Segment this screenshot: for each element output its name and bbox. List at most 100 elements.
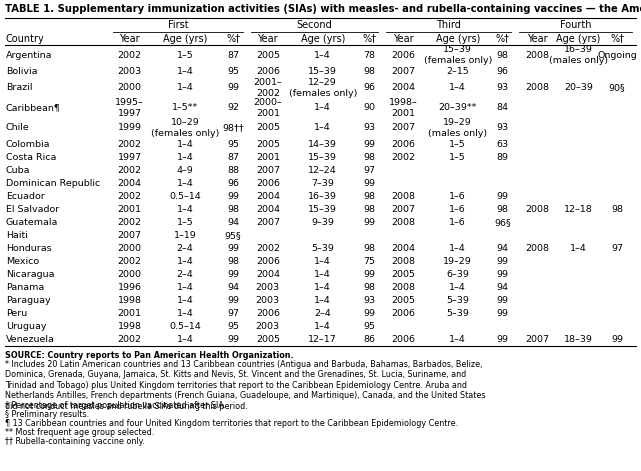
Text: 99: 99	[363, 218, 375, 227]
Text: 2007: 2007	[117, 231, 142, 240]
Text: %†: %†	[496, 33, 510, 43]
Text: 2005: 2005	[391, 296, 415, 305]
Text: 2000: 2000	[117, 244, 142, 253]
Text: 9–39: 9–39	[312, 218, 334, 227]
Text: 2006: 2006	[391, 50, 415, 59]
Text: %†: %†	[362, 33, 376, 43]
Text: 2005: 2005	[256, 123, 280, 132]
Text: Cuba: Cuba	[6, 166, 31, 175]
Text: Bolivia: Bolivia	[6, 67, 38, 76]
Text: 0.5–14: 0.5–14	[169, 192, 201, 201]
Text: 2005: 2005	[391, 270, 415, 279]
Text: Peru: Peru	[6, 309, 28, 318]
Text: 95: 95	[227, 322, 239, 331]
Text: Panama: Panama	[6, 283, 44, 292]
Text: 63: 63	[497, 140, 509, 149]
Text: 99: 99	[227, 296, 239, 305]
Text: 2004: 2004	[391, 83, 415, 92]
Text: 2001: 2001	[117, 205, 142, 214]
Text: 94: 94	[497, 283, 509, 292]
Text: %†: %†	[610, 33, 624, 43]
Text: 5–39: 5–39	[446, 309, 469, 318]
Text: 99: 99	[611, 335, 623, 344]
Text: 2–15: 2–15	[446, 67, 469, 76]
Text: 96: 96	[497, 67, 509, 76]
Text: 99: 99	[363, 309, 375, 318]
Text: 99: 99	[497, 192, 509, 201]
Text: 14–39: 14–39	[308, 140, 337, 149]
Text: Age (yrs): Age (yrs)	[301, 33, 345, 43]
Text: 1–4: 1–4	[176, 335, 193, 344]
Text: 1–4: 1–4	[176, 205, 193, 214]
Text: 95§: 95§	[225, 231, 242, 240]
Text: 84: 84	[497, 104, 509, 113]
Text: Second: Second	[296, 20, 332, 30]
Text: 2008: 2008	[525, 50, 549, 59]
Text: 2001–
2002: 2001– 2002	[253, 78, 282, 97]
Text: 99: 99	[497, 257, 509, 266]
Text: 12–24: 12–24	[308, 166, 337, 175]
Text: 1–4: 1–4	[314, 283, 331, 292]
Text: 99: 99	[227, 270, 239, 279]
Text: Paraguay: Paraguay	[6, 296, 51, 305]
Text: 16–39: 16–39	[308, 192, 337, 201]
Text: Year: Year	[393, 33, 413, 43]
Text: 1–4: 1–4	[176, 179, 193, 188]
Text: Nicaragua: Nicaragua	[6, 270, 54, 279]
Text: Ecuador: Ecuador	[6, 192, 45, 201]
Text: Colombia: Colombia	[6, 140, 51, 149]
Text: 95: 95	[227, 67, 239, 76]
Text: 97: 97	[363, 166, 375, 175]
Text: Venezuela: Venezuela	[6, 335, 55, 344]
Text: 2006: 2006	[256, 67, 280, 76]
Text: 2–4: 2–4	[314, 309, 331, 318]
Text: Brazil: Brazil	[6, 83, 33, 92]
Text: 1–5**: 1–5**	[172, 104, 198, 113]
Text: Ongoing: Ongoing	[597, 50, 637, 59]
Text: 1–4: 1–4	[570, 244, 587, 253]
Text: Costa Rica: Costa Rica	[6, 153, 56, 162]
Text: 1–4: 1–4	[176, 283, 193, 292]
Text: 15–39: 15–39	[308, 67, 337, 76]
Text: 2008: 2008	[391, 192, 415, 201]
Text: 1–4: 1–4	[449, 335, 466, 344]
Text: 2006: 2006	[256, 179, 280, 188]
Text: 2008: 2008	[391, 218, 415, 227]
Text: 98: 98	[227, 205, 239, 214]
Text: 99: 99	[227, 244, 239, 253]
Text: 2008: 2008	[391, 283, 415, 292]
Text: 1–6: 1–6	[449, 218, 466, 227]
Text: %†: %†	[226, 33, 240, 43]
Text: 98: 98	[227, 257, 239, 266]
Text: First: First	[167, 20, 188, 30]
Text: 2007: 2007	[391, 123, 415, 132]
Text: 2008: 2008	[525, 205, 549, 214]
Text: 99: 99	[497, 270, 509, 279]
Text: 1998: 1998	[117, 322, 142, 331]
Text: 98: 98	[363, 283, 375, 292]
Text: 2007: 2007	[256, 218, 280, 227]
Text: 16–39
(males only): 16–39 (males only)	[549, 45, 608, 65]
Text: 99: 99	[227, 192, 239, 201]
Text: Dominican Republic: Dominican Republic	[6, 179, 100, 188]
Text: 99: 99	[497, 335, 509, 344]
Text: 1–4: 1–4	[176, 153, 193, 162]
Text: † Percentage of target population vaccinated after SIA.: † Percentage of target population vaccin…	[5, 401, 226, 410]
Text: 98: 98	[363, 192, 375, 201]
Text: ** Most frequent age group selected.: ** Most frequent age group selected.	[5, 428, 154, 437]
Text: 2004: 2004	[391, 244, 415, 253]
Text: 15–39
(females only): 15–39 (females only)	[424, 45, 492, 65]
Text: 94: 94	[227, 218, 239, 227]
Text: 5–39: 5–39	[312, 244, 334, 253]
Text: 99: 99	[363, 140, 375, 149]
Text: 2002: 2002	[117, 257, 142, 266]
Text: Country: Country	[6, 33, 45, 43]
Text: 15–39: 15–39	[308, 205, 337, 214]
Text: Uruguay: Uruguay	[6, 322, 47, 331]
Text: 1998–
2001: 1998– 2001	[389, 98, 417, 118]
Text: 99: 99	[363, 270, 375, 279]
Text: 10–29
(females only): 10–29 (females only)	[151, 118, 219, 138]
Text: 2002: 2002	[117, 50, 142, 59]
Text: 98: 98	[363, 244, 375, 253]
Text: Chile: Chile	[6, 123, 29, 132]
